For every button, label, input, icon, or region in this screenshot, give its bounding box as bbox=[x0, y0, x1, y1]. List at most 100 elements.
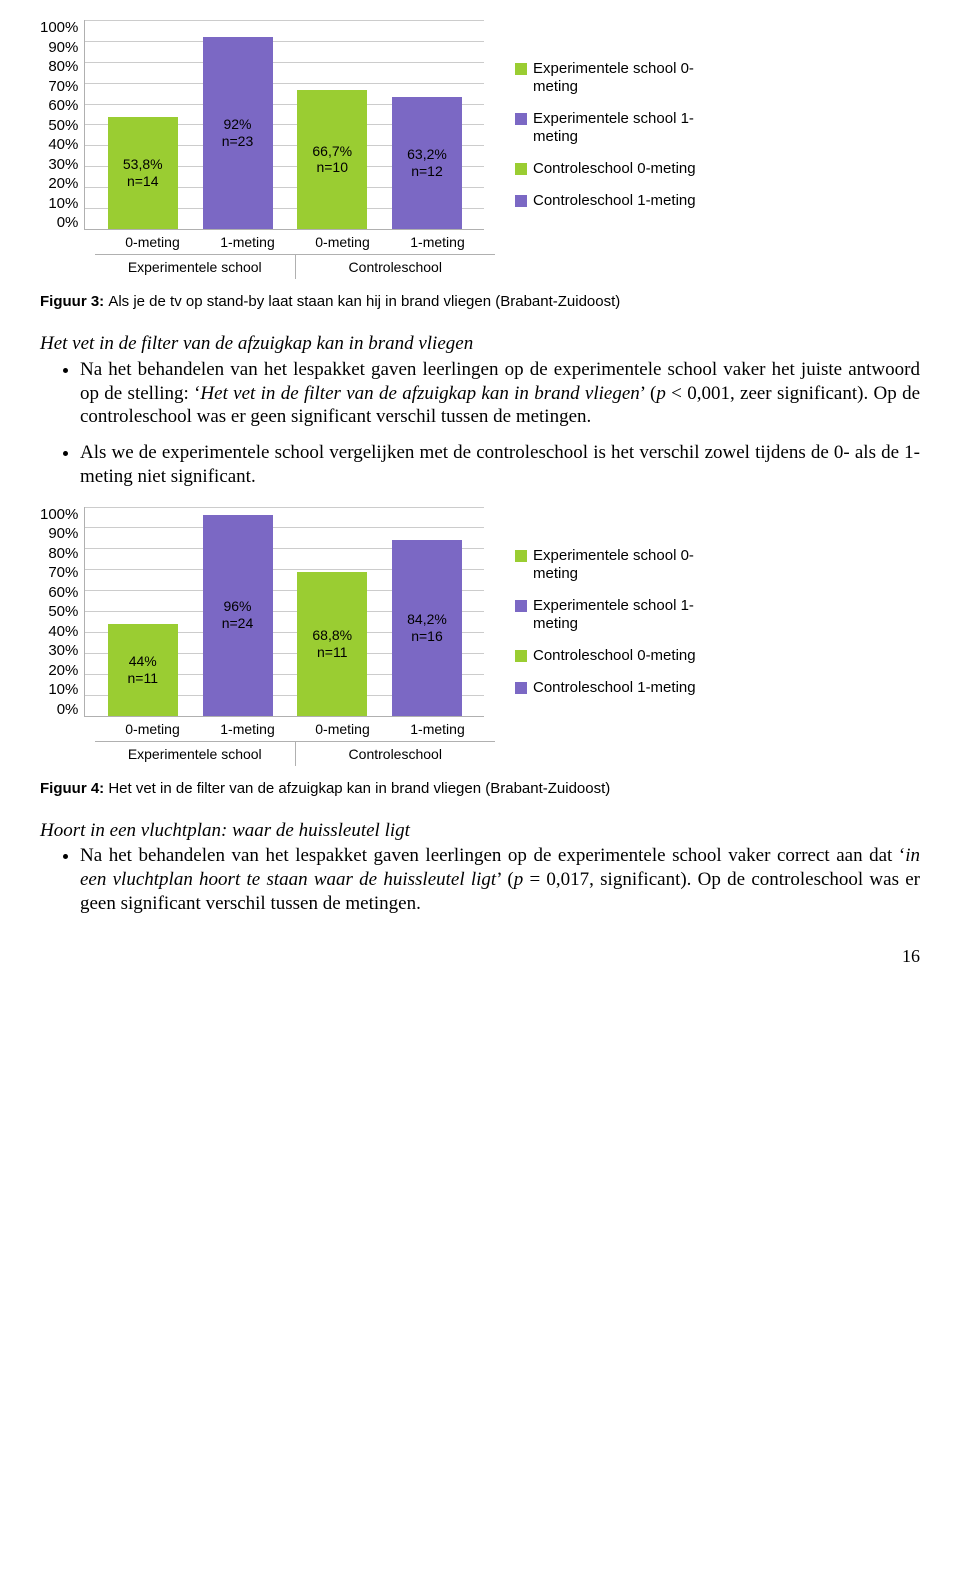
chart-xaxis-label: 1-meting bbox=[208, 234, 288, 250]
ytick-label: 30% bbox=[48, 643, 78, 658]
ytick-label: 40% bbox=[48, 624, 78, 639]
block1-bullets: Na het behandelen van het lespakket gave… bbox=[40, 358, 920, 489]
legend-swatch bbox=[515, 63, 527, 75]
chart-bar-fill: 68,8%n=11 bbox=[297, 572, 367, 716]
chart-group-label: Experimentele school bbox=[95, 255, 295, 279]
legend-swatch bbox=[515, 682, 527, 694]
block2-b1-d: p bbox=[514, 869, 524, 890]
legend-item: Experimentele school 0-meting bbox=[515, 60, 733, 96]
chart-xaxis-label: 1-meting bbox=[208, 721, 288, 737]
chart-group-label: Controleschool bbox=[295, 742, 496, 766]
ytick-label: 0% bbox=[57, 215, 79, 230]
ytick-label: 30% bbox=[48, 157, 78, 172]
ytick-label: 40% bbox=[48, 137, 78, 152]
chart-bar: 96%n=24 bbox=[203, 507, 273, 716]
legend-label: Controleschool 0-meting bbox=[533, 647, 696, 665]
block1-b1-b: Het vet in de filter van de afzuigkap ka… bbox=[200, 383, 639, 404]
chart-bar-fill: 44%n=11 bbox=[108, 624, 178, 716]
chart-bar-fill: 96%n=24 bbox=[203, 515, 273, 716]
chart-bar: 63,2%n=12 bbox=[392, 20, 462, 229]
chart-bar-fill: 63,2%n=12 bbox=[392, 97, 462, 229]
legend-swatch bbox=[515, 163, 527, 175]
legend-label: Controleschool 1-meting bbox=[533, 192, 696, 210]
chart-bar: 44%n=11 bbox=[108, 507, 178, 716]
ytick-label: 50% bbox=[48, 118, 78, 133]
legend-item: Controleschool 0-meting bbox=[515, 647, 733, 665]
chart2-yaxis: 100%90%80%70%60%50%40%30%20%10%0% bbox=[40, 507, 84, 717]
chart-xaxis-label: 0-meting bbox=[113, 721, 193, 737]
ytick-label: 20% bbox=[48, 663, 78, 678]
chart-bar-fill: 92%n=23 bbox=[203, 37, 273, 229]
chart1-legend: Experimentele school 0-meting Experimente… bbox=[515, 20, 733, 224]
chart-bar: 84,2%n=16 bbox=[392, 507, 462, 716]
chart-group-label: Experimentele school bbox=[95, 742, 295, 766]
legend-swatch bbox=[515, 113, 527, 125]
ytick-label: 10% bbox=[48, 682, 78, 697]
chart1-yaxis: 100%90%80%70%60%50%40%30%20%10%0% bbox=[40, 20, 84, 230]
block2-bullet-1: Na het behandelen van het lespakket gave… bbox=[80, 844, 920, 915]
legend-item: Experimentele school 1-meting bbox=[515, 110, 733, 146]
block1-heading: Het vet in de filter van de afzuigkap ka… bbox=[40, 333, 473, 354]
chart2-plot: 44%n=11 96%n=24 68,8%n=11 84,2%n=16 bbox=[84, 507, 484, 717]
chart2-legend: Experimentele school 0-meting Experimente… bbox=[515, 507, 733, 711]
chart2-xaxis-labels: 0-meting 1-meting 0-meting 1-meting bbox=[95, 717, 495, 737]
chart-bar-value-label: 92%n=23 bbox=[222, 116, 254, 150]
ytick-label: 90% bbox=[48, 526, 78, 541]
block1-bullet-2: Als we de experimentele school vergelijk… bbox=[80, 441, 920, 489]
chart2-group-labels: Experimentele schoolControleschool bbox=[95, 741, 495, 766]
chart2-plot-area: 100%90%80%70%60%50%40%30%20%10%0% 44%n=1… bbox=[40, 507, 495, 717]
figure-4-caption-text: Het vet in de filter van de afzuigkap ka… bbox=[108, 780, 610, 797]
chart1-plot: 53,8%n=14 92%n=23 66,7%n=10 63,2%n=12 bbox=[84, 20, 484, 230]
block2-b1-c: ’ ( bbox=[496, 869, 514, 890]
legend-item: Experimentele school 1-meting bbox=[515, 597, 733, 633]
chart-xaxis-label: 1-meting bbox=[398, 234, 478, 250]
section-filter-afzuigkap: Het vet in de filter van de afzuigkap ka… bbox=[40, 332, 920, 489]
chart-bar-fill: 66,7%n=10 bbox=[297, 90, 367, 229]
legend-label: Experimentele school 1-meting bbox=[533, 110, 733, 146]
ytick-label: 0% bbox=[57, 702, 79, 717]
chart-bar: 53,8%n=14 bbox=[108, 20, 178, 229]
legend-swatch bbox=[515, 550, 527, 562]
legend-label: Controleschool 0-meting bbox=[533, 160, 696, 178]
chart1-plot-area: 100%90%80%70%60%50%40%30%20%10%0% 53,8%n… bbox=[40, 20, 495, 230]
legend-item: Controleschool 1-meting bbox=[515, 192, 733, 210]
legend-label: Experimentele school 0-meting bbox=[533, 547, 733, 583]
block2-bullets: Na het behandelen van het lespakket gave… bbox=[40, 844, 920, 915]
legend-swatch bbox=[515, 600, 527, 612]
ytick-label: 100% bbox=[40, 20, 78, 35]
ytick-label: 70% bbox=[48, 565, 78, 580]
chart1-bars: 53,8%n=14 92%n=23 66,7%n=10 63,2%n=12 bbox=[85, 20, 484, 229]
legend-swatch bbox=[515, 195, 527, 207]
ytick-label: 50% bbox=[48, 604, 78, 619]
legend-label: Experimentele school 1-meting bbox=[533, 597, 733, 633]
block1-b1-c: ’ ( bbox=[640, 383, 657, 404]
chart-figure-4: 100%90%80%70%60%50%40%30%20%10%0% 44%n=1… bbox=[40, 507, 920, 766]
chart1-group-labels: Experimentele schoolControleschool bbox=[95, 254, 495, 279]
chart-bar-value-label: 96%n=24 bbox=[222, 598, 254, 632]
chart-bar-value-label: 68,8%n=11 bbox=[312, 627, 352, 661]
legend-swatch bbox=[515, 650, 527, 662]
ytick-label: 10% bbox=[48, 196, 78, 211]
section-vluchtplan: Hoort in een vluchtplan: waar de huissle… bbox=[40, 819, 920, 916]
ytick-label: 60% bbox=[48, 98, 78, 113]
chart-xaxis-label: 1-meting bbox=[398, 721, 478, 737]
chart-xaxis-label: 0-meting bbox=[303, 234, 383, 250]
chart-figure-3: 100%90%80%70%60%50%40%30%20%10%0% 53,8%n… bbox=[40, 20, 920, 279]
page-number: 16 bbox=[40, 946, 920, 967]
chart-xaxis-label: 0-meting bbox=[303, 721, 383, 737]
ytick-label: 90% bbox=[48, 40, 78, 55]
chart2-bars: 44%n=11 96%n=24 68,8%n=11 84,2%n=16 bbox=[85, 507, 484, 716]
chart-bar-value-label: 66,7%n=10 bbox=[312, 143, 352, 177]
legend-item: Controleschool 0-meting bbox=[515, 160, 733, 178]
figure-3-caption-text: Als je de tv op stand-by laat staan kan … bbox=[108, 293, 620, 310]
chart-bar-value-label: 63,2%n=12 bbox=[407, 146, 447, 180]
legend-item: Experimentele school 0-meting bbox=[515, 547, 733, 583]
chart-bar-fill: 84,2%n=16 bbox=[392, 540, 462, 716]
chart-bar-value-label: 84,2%n=16 bbox=[407, 611, 447, 645]
figure-4-caption-bold: Figuur 4: bbox=[40, 780, 108, 797]
block2-heading: Hoort in een vluchtplan: waar de huissle… bbox=[40, 820, 410, 841]
block1-bullet-1: Na het behandelen van het lespakket gave… bbox=[80, 358, 920, 429]
figure-4-caption: Figuur 4: Het vet in de filter van de af… bbox=[40, 780, 920, 797]
chart-bar: 68,8%n=11 bbox=[297, 507, 367, 716]
chart-group-label: Controleschool bbox=[295, 255, 496, 279]
